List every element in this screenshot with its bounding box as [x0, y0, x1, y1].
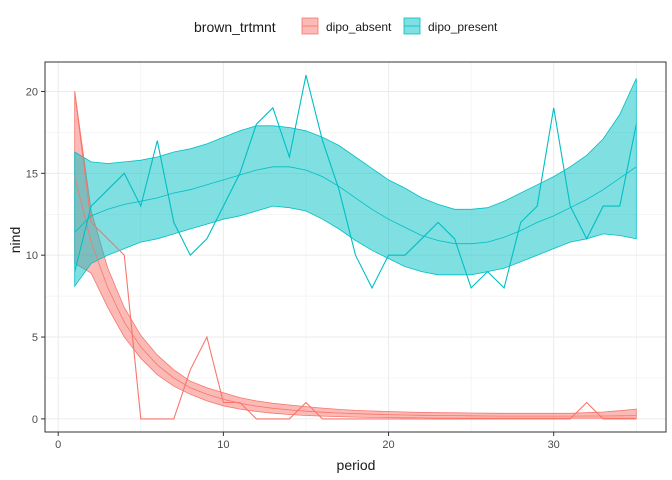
y-tick-label: 10 [26, 250, 38, 262]
confidence-bands [74, 78, 637, 419]
observed-line-dipo-present [74, 74, 637, 290]
legend: brown_trtmnt dipo_absent dipo_present [194, 16, 498, 36]
axis-ticks: 0 10 20 30 0 5 10 15 20 [26, 86, 560, 451]
legend-title: brown_trtmnt [194, 19, 276, 35]
x-tick-label: 20 [382, 439, 394, 451]
panel-border [44, 61, 667, 433]
observed-line-dipo-absent [74, 91, 637, 420]
legend-label-dipo-absent: dipo_absent [326, 20, 392, 34]
y-axis-title: nind [7, 227, 23, 253]
ribbon-dipo-present [74, 78, 637, 288]
y-tick-label: 15 [26, 168, 38, 180]
legend-label-dipo-present: dipo_present [428, 20, 498, 34]
x-tick-label: 0 [55, 439, 61, 451]
fit-line-dipo-absent [74, 176, 637, 417]
series-lines [74, 74, 637, 420]
x-tick-label: 10 [217, 439, 229, 451]
y-tick-label: 5 [32, 332, 38, 344]
ribbon-dipo-absent [74, 91, 637, 419]
y-tick-label: 20 [26, 86, 38, 98]
x-tick-label: 30 [548, 439, 560, 451]
x-axis-title: period [337, 457, 376, 473]
y-tick-label: 0 [32, 414, 38, 426]
